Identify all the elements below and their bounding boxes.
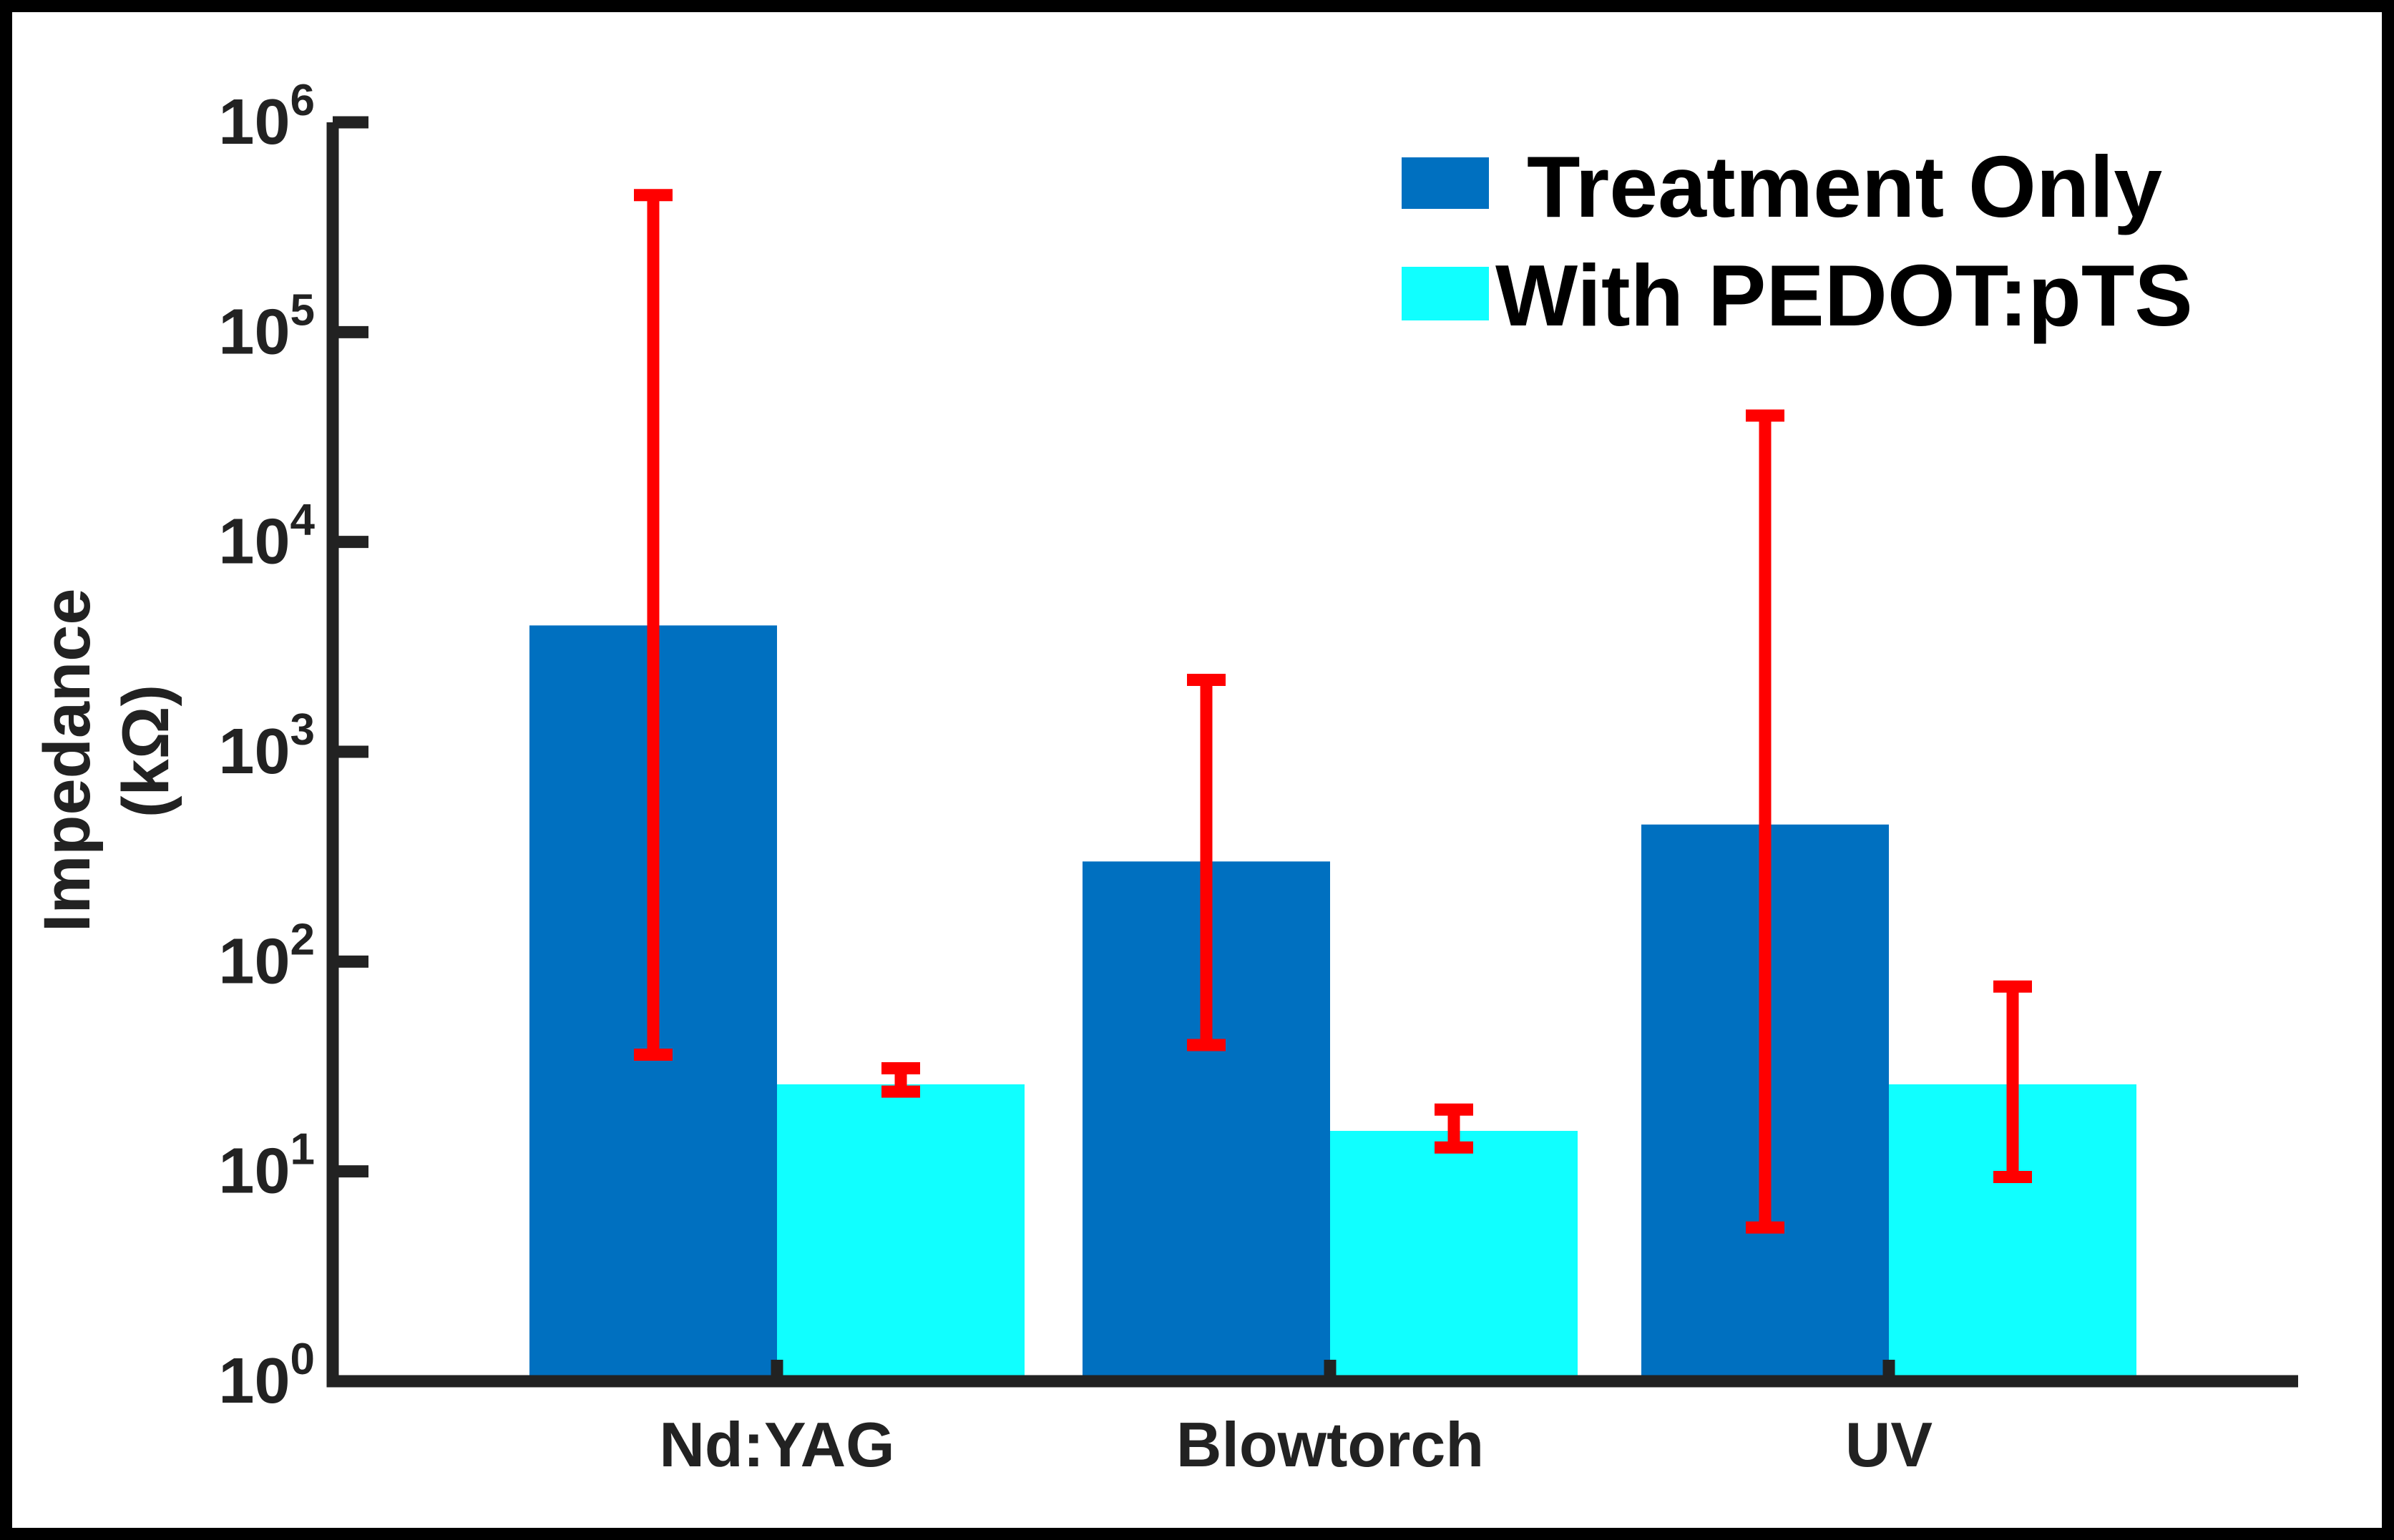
y-tick-label: 103 [218, 705, 315, 788]
y-tick-label: 104 [218, 496, 315, 578]
x-tick-label: Blowtorch [1176, 1409, 1484, 1480]
error-bar [881, 1062, 920, 1098]
y-tick-label: 105 [218, 285, 315, 368]
error-bar [1993, 980, 2032, 1184]
legend-label-treatment-only: Treatment Only [1527, 138, 2162, 235]
legend: Treatment Only With PEDOT:pTS [1402, 138, 2193, 344]
bar-with-pedot-1 [1330, 1131, 1578, 1381]
y-tick-label: 101 [218, 1125, 315, 1207]
legend-swatch-with-pedot [1402, 267, 1489, 320]
error-bar [634, 189, 673, 1061]
error-bar [1746, 409, 1784, 1234]
y-tick-label: 102 [218, 915, 315, 997]
x-tick-label: UV [1845, 1409, 1933, 1480]
legend-swatch-treatment-only [1402, 157, 1489, 209]
legend-label-with-pedot: With PEDOT:pTS [1495, 247, 2193, 344]
error-bar [1435, 1103, 1473, 1154]
bar-with-pedot-0 [777, 1084, 1025, 1381]
error-bar [1187, 674, 1226, 1051]
y-tick-label: 106 [218, 76, 315, 158]
x-tick-label: Nd:YAG [659, 1409, 894, 1480]
y-axis-label: Impedance (kΩ) [31, 570, 182, 932]
y-tick-label: 100 [218, 1335, 315, 1417]
